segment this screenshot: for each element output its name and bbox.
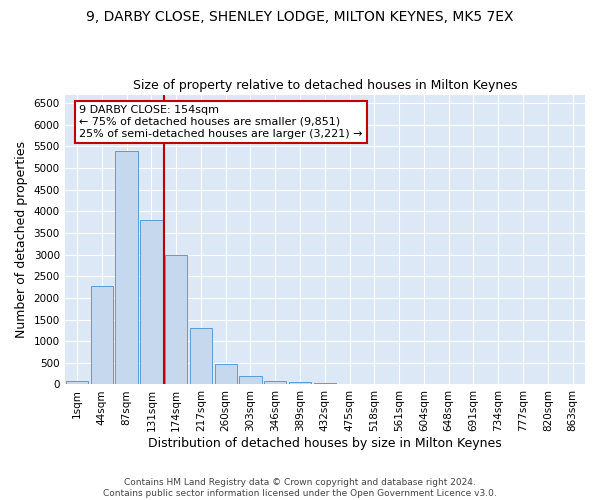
Title: Size of property relative to detached houses in Milton Keynes: Size of property relative to detached ho… xyxy=(133,79,517,92)
Bar xyxy=(215,364,237,384)
Bar xyxy=(289,382,311,384)
Text: 9 DARBY CLOSE: 154sqm
← 75% of detached houses are smaller (9,851)
25% of semi-d: 9 DARBY CLOSE: 154sqm ← 75% of detached … xyxy=(79,106,362,138)
Bar xyxy=(91,286,113,384)
Bar xyxy=(140,220,163,384)
Bar xyxy=(115,151,138,384)
Bar xyxy=(165,254,187,384)
Bar xyxy=(264,381,286,384)
Text: Contains HM Land Registry data © Crown copyright and database right 2024.
Contai: Contains HM Land Registry data © Crown c… xyxy=(103,478,497,498)
Bar xyxy=(190,328,212,384)
Bar xyxy=(66,381,88,384)
Bar xyxy=(239,376,262,384)
Text: 9, DARBY CLOSE, SHENLEY LODGE, MILTON KEYNES, MK5 7EX: 9, DARBY CLOSE, SHENLEY LODGE, MILTON KE… xyxy=(86,10,514,24)
Y-axis label: Number of detached properties: Number of detached properties xyxy=(15,141,28,338)
X-axis label: Distribution of detached houses by size in Milton Keynes: Distribution of detached houses by size … xyxy=(148,437,502,450)
